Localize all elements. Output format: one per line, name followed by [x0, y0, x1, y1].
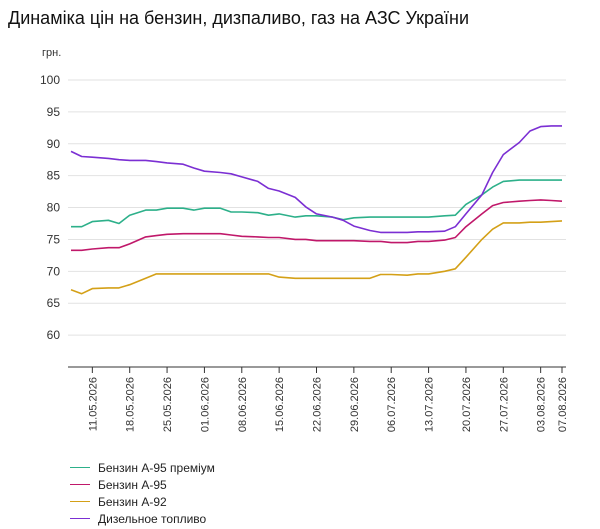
axis-layer: грн. 60 65 70 75 80 85 90 95 100 11.05.2026 18.05.2… — [40, 47, 569, 432]
legend-item: Бензин А-92 — [70, 493, 215, 510]
legend-swatch — [70, 501, 90, 502]
x-tick-label: 22.06.2026 — [312, 377, 324, 432]
chart-title: Динаміка цін на бензин, дизпаливо, газ н… — [8, 8, 470, 28]
x-tick-label: 27.07.2026 — [498, 377, 510, 432]
y-tick-label: 95 — [47, 105, 61, 119]
y-unit-label: грн. — [42, 47, 61, 59]
x-tick-label: 25.05.2026 — [162, 377, 174, 432]
y-tick-label: 90 — [47, 137, 61, 151]
series-line — [70, 220, 563, 295]
x-tick-label: 15.06.2026 — [274, 377, 286, 432]
y-tick-label: 80 — [47, 201, 61, 215]
y-tick-label: 65 — [47, 296, 61, 310]
y-tick-label: 85 — [47, 169, 61, 183]
legend-label: Бензин А-92 — [98, 494, 167, 509]
chart-legend: Бензин А-95 преміум Бензин А-95 Бензин А-9… — [70, 459, 215, 527]
x-tick-label: 01.06.2026 — [199, 377, 211, 432]
legend-swatch — [70, 518, 90, 519]
legend-item: Дизельное топливо — [70, 510, 215, 527]
x-tick-label: 29.06.2026 — [349, 377, 361, 432]
legend-item: Бензин А-95 преміум — [70, 459, 215, 476]
legend-swatch — [70, 484, 90, 485]
x-tick-label: 08.06.2026 — [237, 377, 249, 432]
legend-label: Бензин А-95 — [98, 477, 167, 492]
series-line — [71, 179, 562, 228]
y-tick-label: 100 — [40, 73, 60, 87]
legend-item: Бензин А-95 — [70, 476, 215, 493]
x-tick-label: 07.08.2026 — [557, 377, 569, 432]
series-layer — [70, 125, 563, 295]
y-tick-label: 70 — [47, 264, 61, 278]
x-tick-label: 06.07.2026 — [386, 377, 398, 432]
y-tick-label: 75 — [47, 232, 61, 246]
series-line — [71, 199, 563, 252]
legend-label: Дизельное топливо — [98, 511, 207, 526]
x-tick-label: 11.05.2026 — [87, 377, 99, 431]
x-tick-label: 13.07.2026 — [424, 377, 436, 432]
x-tick-label: 20.07.2026 — [461, 377, 473, 432]
legend-label: Бензин А-95 преміум — [98, 460, 215, 475]
legend-swatch — [70, 467, 90, 468]
series-line — [70, 125, 562, 234]
x-tick-label: 18.05.2026 — [125, 377, 137, 432]
x-tick-label: 03.08.2026 — [536, 377, 548, 432]
y-tick-label: 60 — [47, 328, 61, 342]
